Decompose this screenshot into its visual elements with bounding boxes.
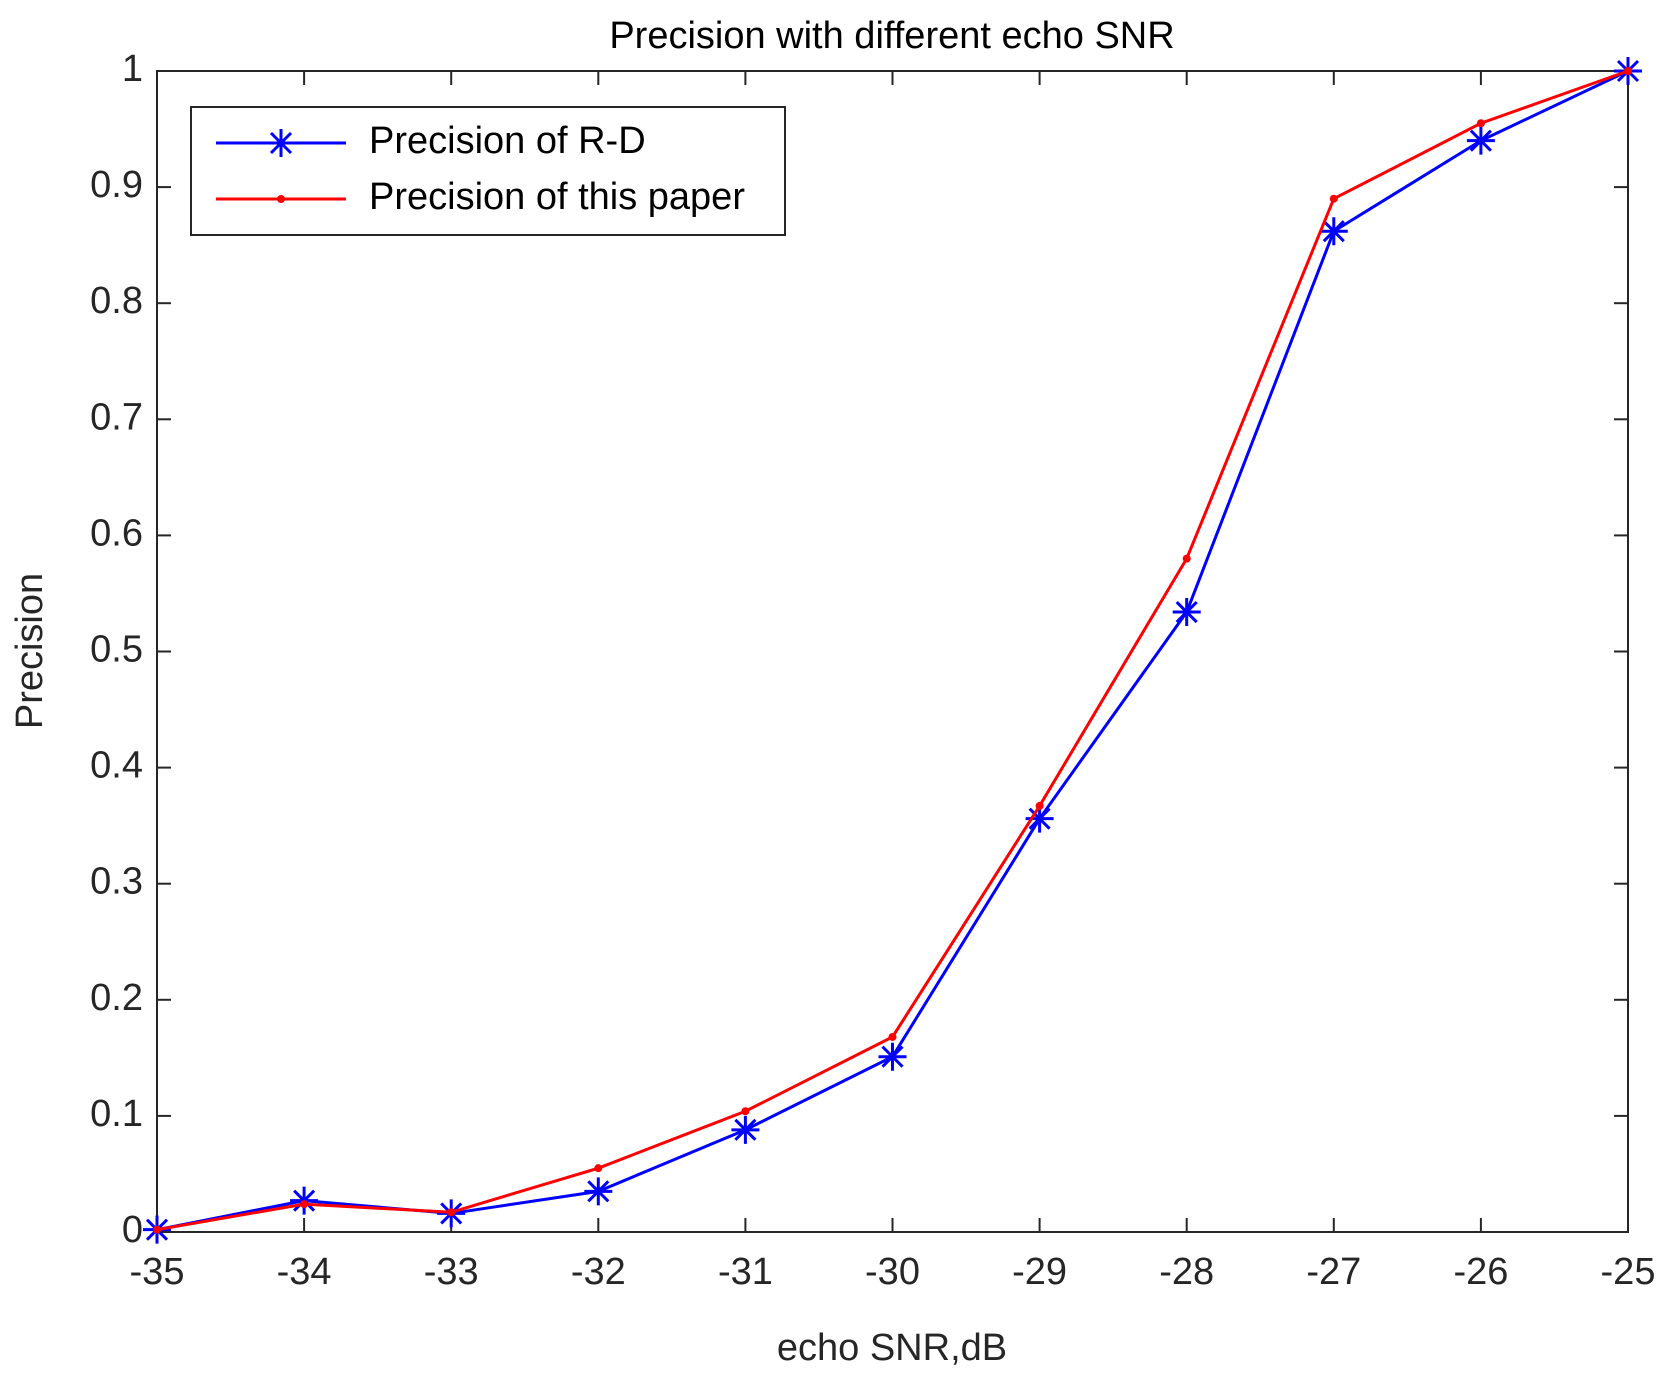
marker bbox=[731, 1115, 760, 1144]
y-tick-label: 0.8 bbox=[90, 280, 143, 322]
y-tick-label: 0.1 bbox=[90, 1093, 143, 1135]
x-tick-label: -26 bbox=[1453, 1251, 1508, 1293]
marker bbox=[447, 1208, 456, 1217]
chart-title: Precision with different echo SNR bbox=[609, 15, 1174, 57]
legend-label: Precision of this paper bbox=[369, 176, 745, 218]
y-tick-label: 0.5 bbox=[90, 629, 143, 671]
marker bbox=[1035, 801, 1044, 810]
x-tick-label: -30 bbox=[865, 1251, 920, 1293]
x-tick-label: -29 bbox=[1012, 1251, 1067, 1293]
marker bbox=[584, 1177, 613, 1206]
marker bbox=[1172, 598, 1201, 627]
y-tick-label: 0.7 bbox=[90, 396, 143, 438]
plot-frame bbox=[156, 70, 1629, 1233]
x-tick-label: -35 bbox=[130, 1251, 185, 1293]
marker bbox=[1466, 126, 1495, 155]
marker bbox=[878, 1042, 907, 1071]
marker bbox=[1476, 119, 1485, 128]
y-tick-label: 0 bbox=[122, 1209, 143, 1251]
y-tick-label: 0.4 bbox=[90, 745, 143, 787]
y-tick-label: 1 bbox=[122, 48, 143, 90]
marker bbox=[1319, 217, 1348, 246]
y-tick-label: 0.6 bbox=[90, 512, 143, 554]
marker bbox=[300, 1200, 309, 1209]
y-tick-label: 0.2 bbox=[90, 977, 143, 1019]
marker bbox=[1624, 67, 1632, 75]
marker bbox=[153, 1225, 161, 1234]
y-axis-label: Precision bbox=[9, 573, 51, 729]
legend-marker bbox=[267, 129, 295, 157]
legend-marker bbox=[277, 195, 285, 203]
marker bbox=[1182, 554, 1191, 563]
marker bbox=[594, 1164, 603, 1173]
marker bbox=[741, 1107, 750, 1116]
marker bbox=[1329, 194, 1338, 203]
x-axis-label: echo SNR,dB bbox=[777, 1327, 1007, 1369]
y-tick-label: 0.3 bbox=[90, 861, 143, 903]
x-tick-label: -32 bbox=[571, 1251, 626, 1293]
x-tick-label: -27 bbox=[1306, 1251, 1361, 1293]
marker bbox=[1025, 804, 1054, 833]
x-tick-label: -25 bbox=[1601, 1251, 1656, 1293]
legend-label: Precision of R-D bbox=[369, 120, 646, 162]
x-tick-label: -34 bbox=[277, 1251, 332, 1293]
x-tick-label: -31 bbox=[718, 1251, 773, 1293]
x-tick-label: -33 bbox=[424, 1251, 479, 1293]
marker bbox=[888, 1032, 897, 1041]
legend-box bbox=[190, 106, 786, 236]
x-tick-label: -28 bbox=[1159, 1251, 1214, 1293]
y-tick-label: 0.9 bbox=[90, 164, 143, 206]
